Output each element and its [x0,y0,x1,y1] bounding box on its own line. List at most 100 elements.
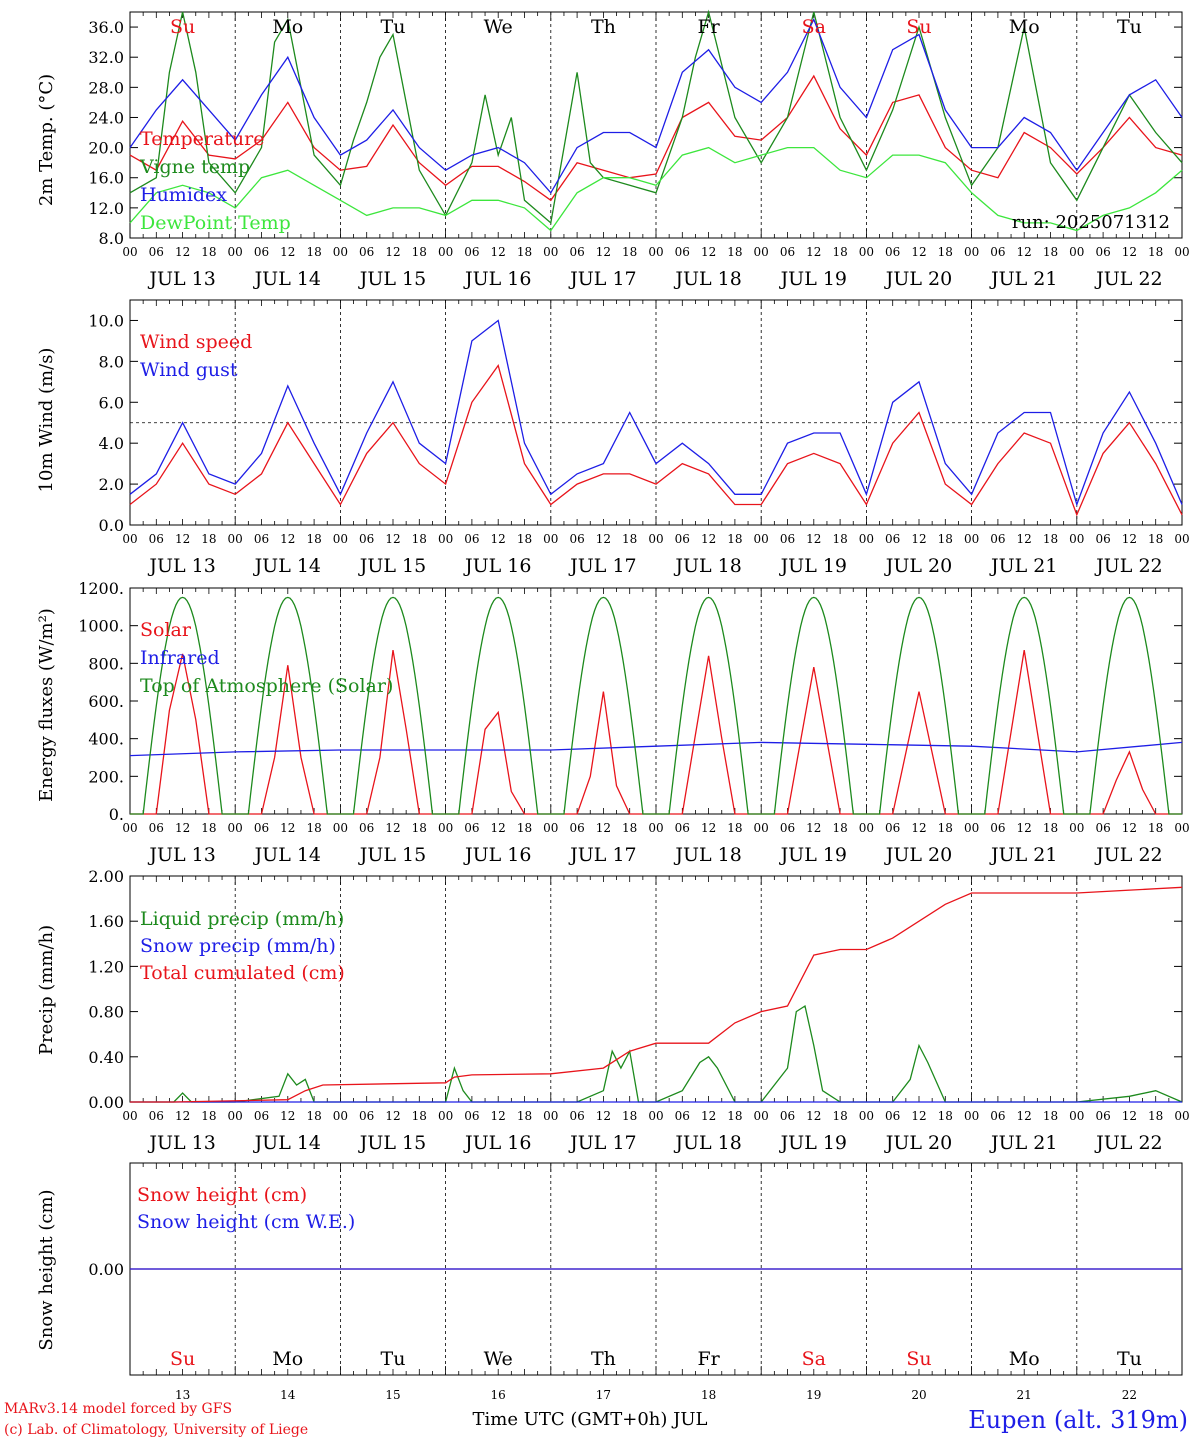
hour-label: 00 [1174,1109,1189,1123]
hour-label: 00 [964,1109,979,1123]
date-label: JUL 14 [253,1132,321,1154]
y-tick-label: 0.80 [88,1003,124,1022]
hour-label: 06 [990,532,1005,546]
hour-label: 06 [569,821,584,835]
hour-label: 12 [175,1109,190,1123]
hour-label: 06 [1095,1109,1110,1123]
date-label: JUL 16 [463,844,531,866]
legend-entry: Wind gust [140,359,238,381]
day-number: 19 [806,1388,821,1402]
hour-label: 00 [122,821,137,835]
hour-label: 06 [464,821,479,835]
legend-entry: Total cumulated (cm) [140,962,345,984]
date-label: JUL 13 [147,268,215,290]
hour-label: 18 [201,821,216,835]
hour-label: 12 [491,821,506,835]
day-number: 18 [701,1388,716,1402]
hour-label: 18 [832,532,847,546]
series-line [129,17,1183,194]
hour-label: 06 [780,1109,795,1123]
hour-label: 00 [964,821,979,835]
legend-entry: Wind speed [140,331,252,353]
hour-label: 06 [1095,821,1110,835]
date-label: JUL 13 [147,844,215,866]
y-tick-label: 28.0 [88,78,124,97]
y-tick-label: 0. [109,805,124,824]
hour-label: 18 [306,245,321,259]
hour-label: 18 [1148,532,1163,546]
hour-label: 18 [938,821,953,835]
date-label: JUL 17 [568,844,636,866]
date-label: JUL 14 [253,268,321,290]
y-tick-label: 4.0 [99,434,124,453]
hour-label: 12 [491,1109,506,1123]
hour-label: 00 [543,532,558,546]
hour-label: 00 [122,245,137,259]
hour-label: 12 [911,532,926,546]
hour-label: 06 [254,1109,269,1123]
hour-label: 18 [938,245,953,259]
hour-label: 06 [885,532,900,546]
date-label: JUL 22 [1094,1132,1162,1154]
hour-label: 18 [727,1109,742,1123]
hour-label: 18 [938,1109,953,1123]
date-label: JUL 19 [779,268,847,290]
date-label: JUL 18 [673,555,741,577]
hour-label: 18 [727,821,742,835]
date-label: JUL 17 [568,555,636,577]
hour-label: 18 [1043,245,1058,259]
legend-entry: Temperature [140,128,264,150]
hour-label: 00 [648,821,663,835]
hour-label: 06 [1095,245,1110,259]
y-tick-label: 8.0 [99,352,124,371]
hour-label: 00 [228,532,243,546]
hour-label: 18 [727,245,742,259]
hour-label: 00 [964,245,979,259]
hour-label: 06 [149,1109,164,1123]
hour-label: 00 [438,1109,453,1123]
y-tick-label: 200. [88,767,124,786]
hour-label: 06 [885,245,900,259]
weekday-label: Mo [1009,16,1040,38]
hour-label: 00 [1069,532,1084,546]
y-tick-label: 24.0 [88,108,124,127]
legend-entry: Vigne temp [139,156,250,178]
hour-label: 18 [622,532,637,546]
hour-label: 00 [1069,1109,1084,1123]
hour-label: 06 [990,821,1005,835]
hour-label: 18 [412,821,427,835]
weekday-label: Su [170,1348,195,1370]
y-tick-label: 600. [88,692,124,711]
day-number: 16 [491,1388,506,1402]
date-label: JUL 21 [989,555,1057,577]
hour-label: 00 [228,1109,243,1123]
y-tick-label: 1.20 [88,957,124,976]
hour-label: 00 [543,245,558,259]
hour-label: 18 [1043,1109,1058,1123]
hour-label: 18 [412,1109,427,1123]
hour-label: 18 [1043,532,1058,546]
weekday-label: Mo [272,16,303,38]
hour-label: 00 [1174,245,1189,259]
hour-label: 12 [911,1109,926,1123]
hour-label: 18 [517,821,532,835]
weekday-label: Th [591,16,616,38]
hour-label: 00 [228,245,243,259]
y-tick-label: 0.00 [88,1260,124,1279]
series-line [129,364,1183,517]
weekday-label: Mo [1009,1348,1040,1370]
date-label: JUL 19 [779,1132,847,1154]
hour-label: 12 [280,1109,295,1123]
hour-label: 06 [1095,532,1110,546]
hour-label: 00 [333,532,348,546]
hour-label: 06 [149,245,164,259]
hour-label: 12 [701,821,716,835]
hour-label: 00 [648,532,663,546]
hour-label: 12 [280,245,295,259]
hour-label: 18 [201,245,216,259]
hour-label: 06 [675,821,690,835]
date-label: JUL 16 [463,555,531,577]
hour-label: 12 [491,245,506,259]
hour-label: 18 [517,245,532,259]
hour-label: 12 [280,532,295,546]
